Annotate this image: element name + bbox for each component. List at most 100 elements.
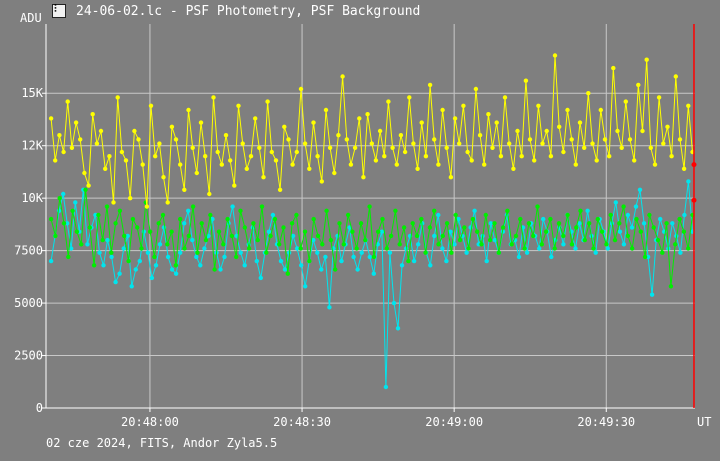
data-point xyxy=(388,233,394,239)
time-cursor[interactable] xyxy=(691,24,697,408)
data-point xyxy=(246,246,252,251)
data-point xyxy=(621,242,627,247)
data-point xyxy=(660,250,665,255)
x-tick-label: 20:49:30 xyxy=(577,415,635,429)
chart-series-layer xyxy=(48,53,695,390)
data-point xyxy=(367,204,372,209)
data-point xyxy=(556,221,562,226)
data-point xyxy=(531,233,536,239)
title-bar: ⫶ 24-06-02.lc - PSF Photometry, PSF Back… xyxy=(0,0,720,24)
data-point xyxy=(617,229,623,234)
data-point xyxy=(212,267,217,272)
data-point xyxy=(670,221,675,226)
data-point xyxy=(587,221,592,226)
data-point xyxy=(644,57,649,62)
data-point xyxy=(402,149,408,155)
data-point xyxy=(96,212,101,218)
data-point xyxy=(623,99,628,104)
data-point xyxy=(391,300,397,306)
data-point xyxy=(144,204,150,209)
data-point xyxy=(383,384,389,390)
data-point xyxy=(539,242,544,247)
data-point xyxy=(277,187,283,192)
data-point xyxy=(69,246,74,251)
data-point xyxy=(315,233,321,239)
data-point xyxy=(282,124,287,129)
data-point xyxy=(452,242,457,247)
data-point xyxy=(311,237,316,243)
data-point xyxy=(585,208,590,213)
y-tick-label: 15K xyxy=(21,86,43,100)
cursor-marker xyxy=(691,162,697,168)
data-point xyxy=(633,204,639,209)
data-point xyxy=(182,187,187,192)
data-point xyxy=(298,246,303,251)
data-point xyxy=(681,229,687,234)
series-line-green xyxy=(50,189,693,287)
data-point xyxy=(323,254,328,260)
data-point xyxy=(298,86,304,92)
data-point xyxy=(198,263,203,268)
data-point xyxy=(365,112,370,117)
data-point xyxy=(658,216,663,222)
data-point xyxy=(244,166,249,171)
observation-info: 02 cze 2024, FITS, Andor Zyla5.5 xyxy=(46,436,278,450)
data-point xyxy=(371,254,377,260)
data-point xyxy=(153,154,158,159)
data-point xyxy=(139,246,144,251)
data-point xyxy=(577,221,582,226)
cursor-marker xyxy=(691,197,697,203)
data-point xyxy=(415,166,420,171)
data-point xyxy=(165,254,171,260)
data-point xyxy=(444,145,449,150)
data-point xyxy=(104,204,110,209)
data-point xyxy=(103,166,108,171)
data-point xyxy=(307,258,312,264)
data-point xyxy=(492,237,497,243)
data-point xyxy=(117,271,122,276)
data-point xyxy=(61,149,66,155)
data-point xyxy=(115,95,120,100)
data-point xyxy=(255,237,260,243)
data-point xyxy=(655,237,661,243)
data-point xyxy=(282,267,288,272)
data-point xyxy=(132,128,137,134)
data-point xyxy=(536,103,541,109)
data-point xyxy=(604,242,609,247)
data-point xyxy=(651,225,656,230)
data-point xyxy=(264,250,269,255)
data-point xyxy=(611,65,616,71)
data-point xyxy=(324,208,329,213)
data-point xyxy=(141,229,147,234)
data-point xyxy=(632,158,637,163)
series-line-yellow xyxy=(50,55,693,207)
data-point xyxy=(315,154,320,159)
data-point xyxy=(411,141,416,146)
data-point xyxy=(101,263,106,268)
data-point xyxy=(436,162,441,167)
data-point xyxy=(648,145,653,150)
data-point xyxy=(113,221,118,226)
data-point xyxy=(254,258,259,264)
data-point xyxy=(537,246,542,251)
data-point xyxy=(269,149,274,155)
x-axis-label: UT xyxy=(697,415,711,429)
data-point xyxy=(161,175,166,180)
data-point xyxy=(320,242,325,247)
data-point xyxy=(119,149,125,155)
data-point xyxy=(457,237,463,243)
data-point xyxy=(53,158,58,163)
data-point xyxy=(61,221,67,226)
data-point xyxy=(482,162,487,167)
data-point xyxy=(311,120,316,125)
data-point xyxy=(682,212,687,218)
data-point xyxy=(152,254,157,260)
data-point xyxy=(669,154,674,159)
data-point xyxy=(83,187,88,192)
data-point xyxy=(219,162,224,167)
data-point xyxy=(61,191,66,197)
light-curve-app-icon[interactable]: ⫶ xyxy=(52,2,66,18)
data-point xyxy=(470,216,476,222)
data-point xyxy=(686,246,691,251)
